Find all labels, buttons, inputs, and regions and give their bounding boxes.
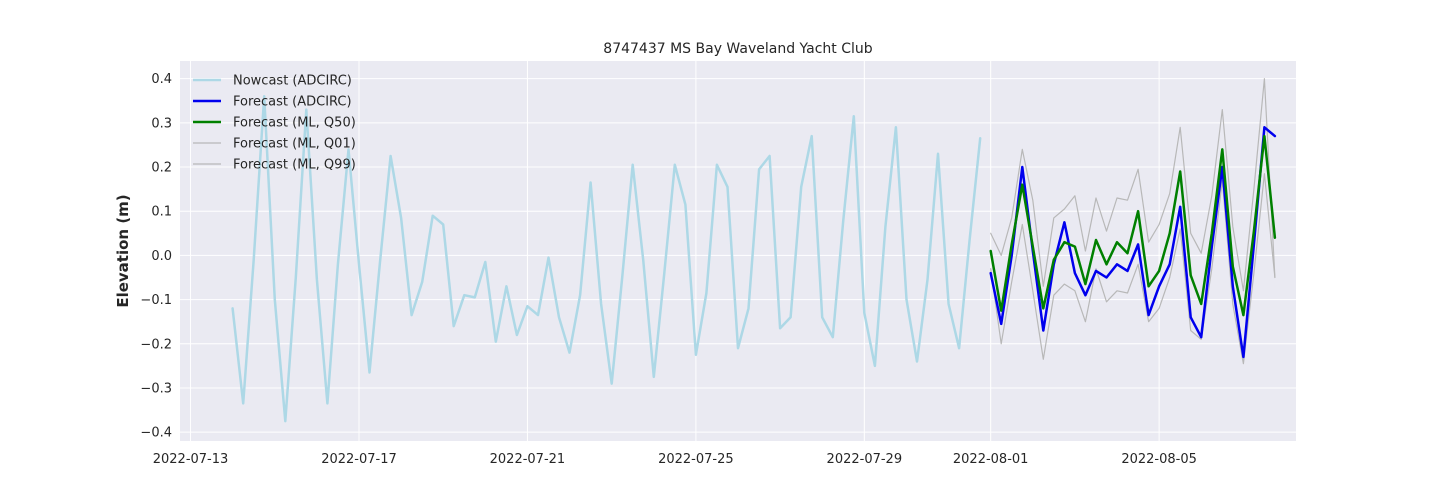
y-tick-label: 0.1 bbox=[151, 205, 172, 220]
y-tick-labels: −0.4 −0.3 −0.2 −0.1 0.0 0.1 0.2 0.3 0.4 bbox=[140, 72, 172, 440]
series-line bbox=[990, 78, 1276, 292]
x-tick-labels: 2022-07-13 2022-07-17 2022-07-21 2022-07-25… bbox=[153, 452, 1197, 467]
series-line bbox=[231, 95, 982, 423]
legend-entry: Forecast (ML, Q50) bbox=[233, 116, 356, 131]
series-line bbox=[989, 126, 1277, 359]
legend-entry: Nowcast (ADCIRC) bbox=[233, 74, 352, 89]
x-tick-label: 2022-07-21 bbox=[490, 452, 566, 467]
x-tick-label: 2022-07-29 bbox=[827, 452, 903, 467]
y-tick-label: −0.2 bbox=[140, 337, 172, 352]
x-tick-label: 2022-08-01 bbox=[953, 452, 1029, 467]
legend-entry: Forecast (ADCIRC) bbox=[233, 95, 352, 110]
chart-title: 8747437 MS Bay Waveland Yacht Club bbox=[603, 41, 872, 57]
y-tick-label: −0.1 bbox=[140, 293, 172, 308]
x-tick-label: 2022-08-05 bbox=[1121, 452, 1197, 467]
y-tick-label: −0.3 bbox=[140, 381, 172, 396]
series-line bbox=[990, 173, 1276, 365]
legend-entry: Forecast (ML, Q99) bbox=[233, 158, 356, 173]
x-tick-label: 2022-07-17 bbox=[321, 452, 397, 467]
x-tick-label: 2022-07-25 bbox=[658, 452, 734, 467]
series-layer bbox=[231, 78, 1277, 423]
y-tick-label: 0.3 bbox=[151, 116, 172, 131]
legend-entry: Forecast (ML, Q01) bbox=[233, 137, 356, 152]
series-line bbox=[989, 134, 1277, 317]
legend: Nowcast (ADCIRC) Forecast (ADCIRC) Forecas… bbox=[193, 74, 356, 173]
y-tick-label: −0.4 bbox=[140, 426, 172, 441]
y-axis-label: Elevation (m) bbox=[114, 194, 132, 307]
y-tick-label: 0.0 bbox=[151, 249, 172, 264]
y-tick-label: 0.2 bbox=[151, 161, 172, 176]
x-tick-label: 2022-07-13 bbox=[153, 452, 229, 467]
y-tick-label: 0.4 bbox=[151, 72, 172, 87]
plot-background bbox=[180, 61, 1296, 441]
